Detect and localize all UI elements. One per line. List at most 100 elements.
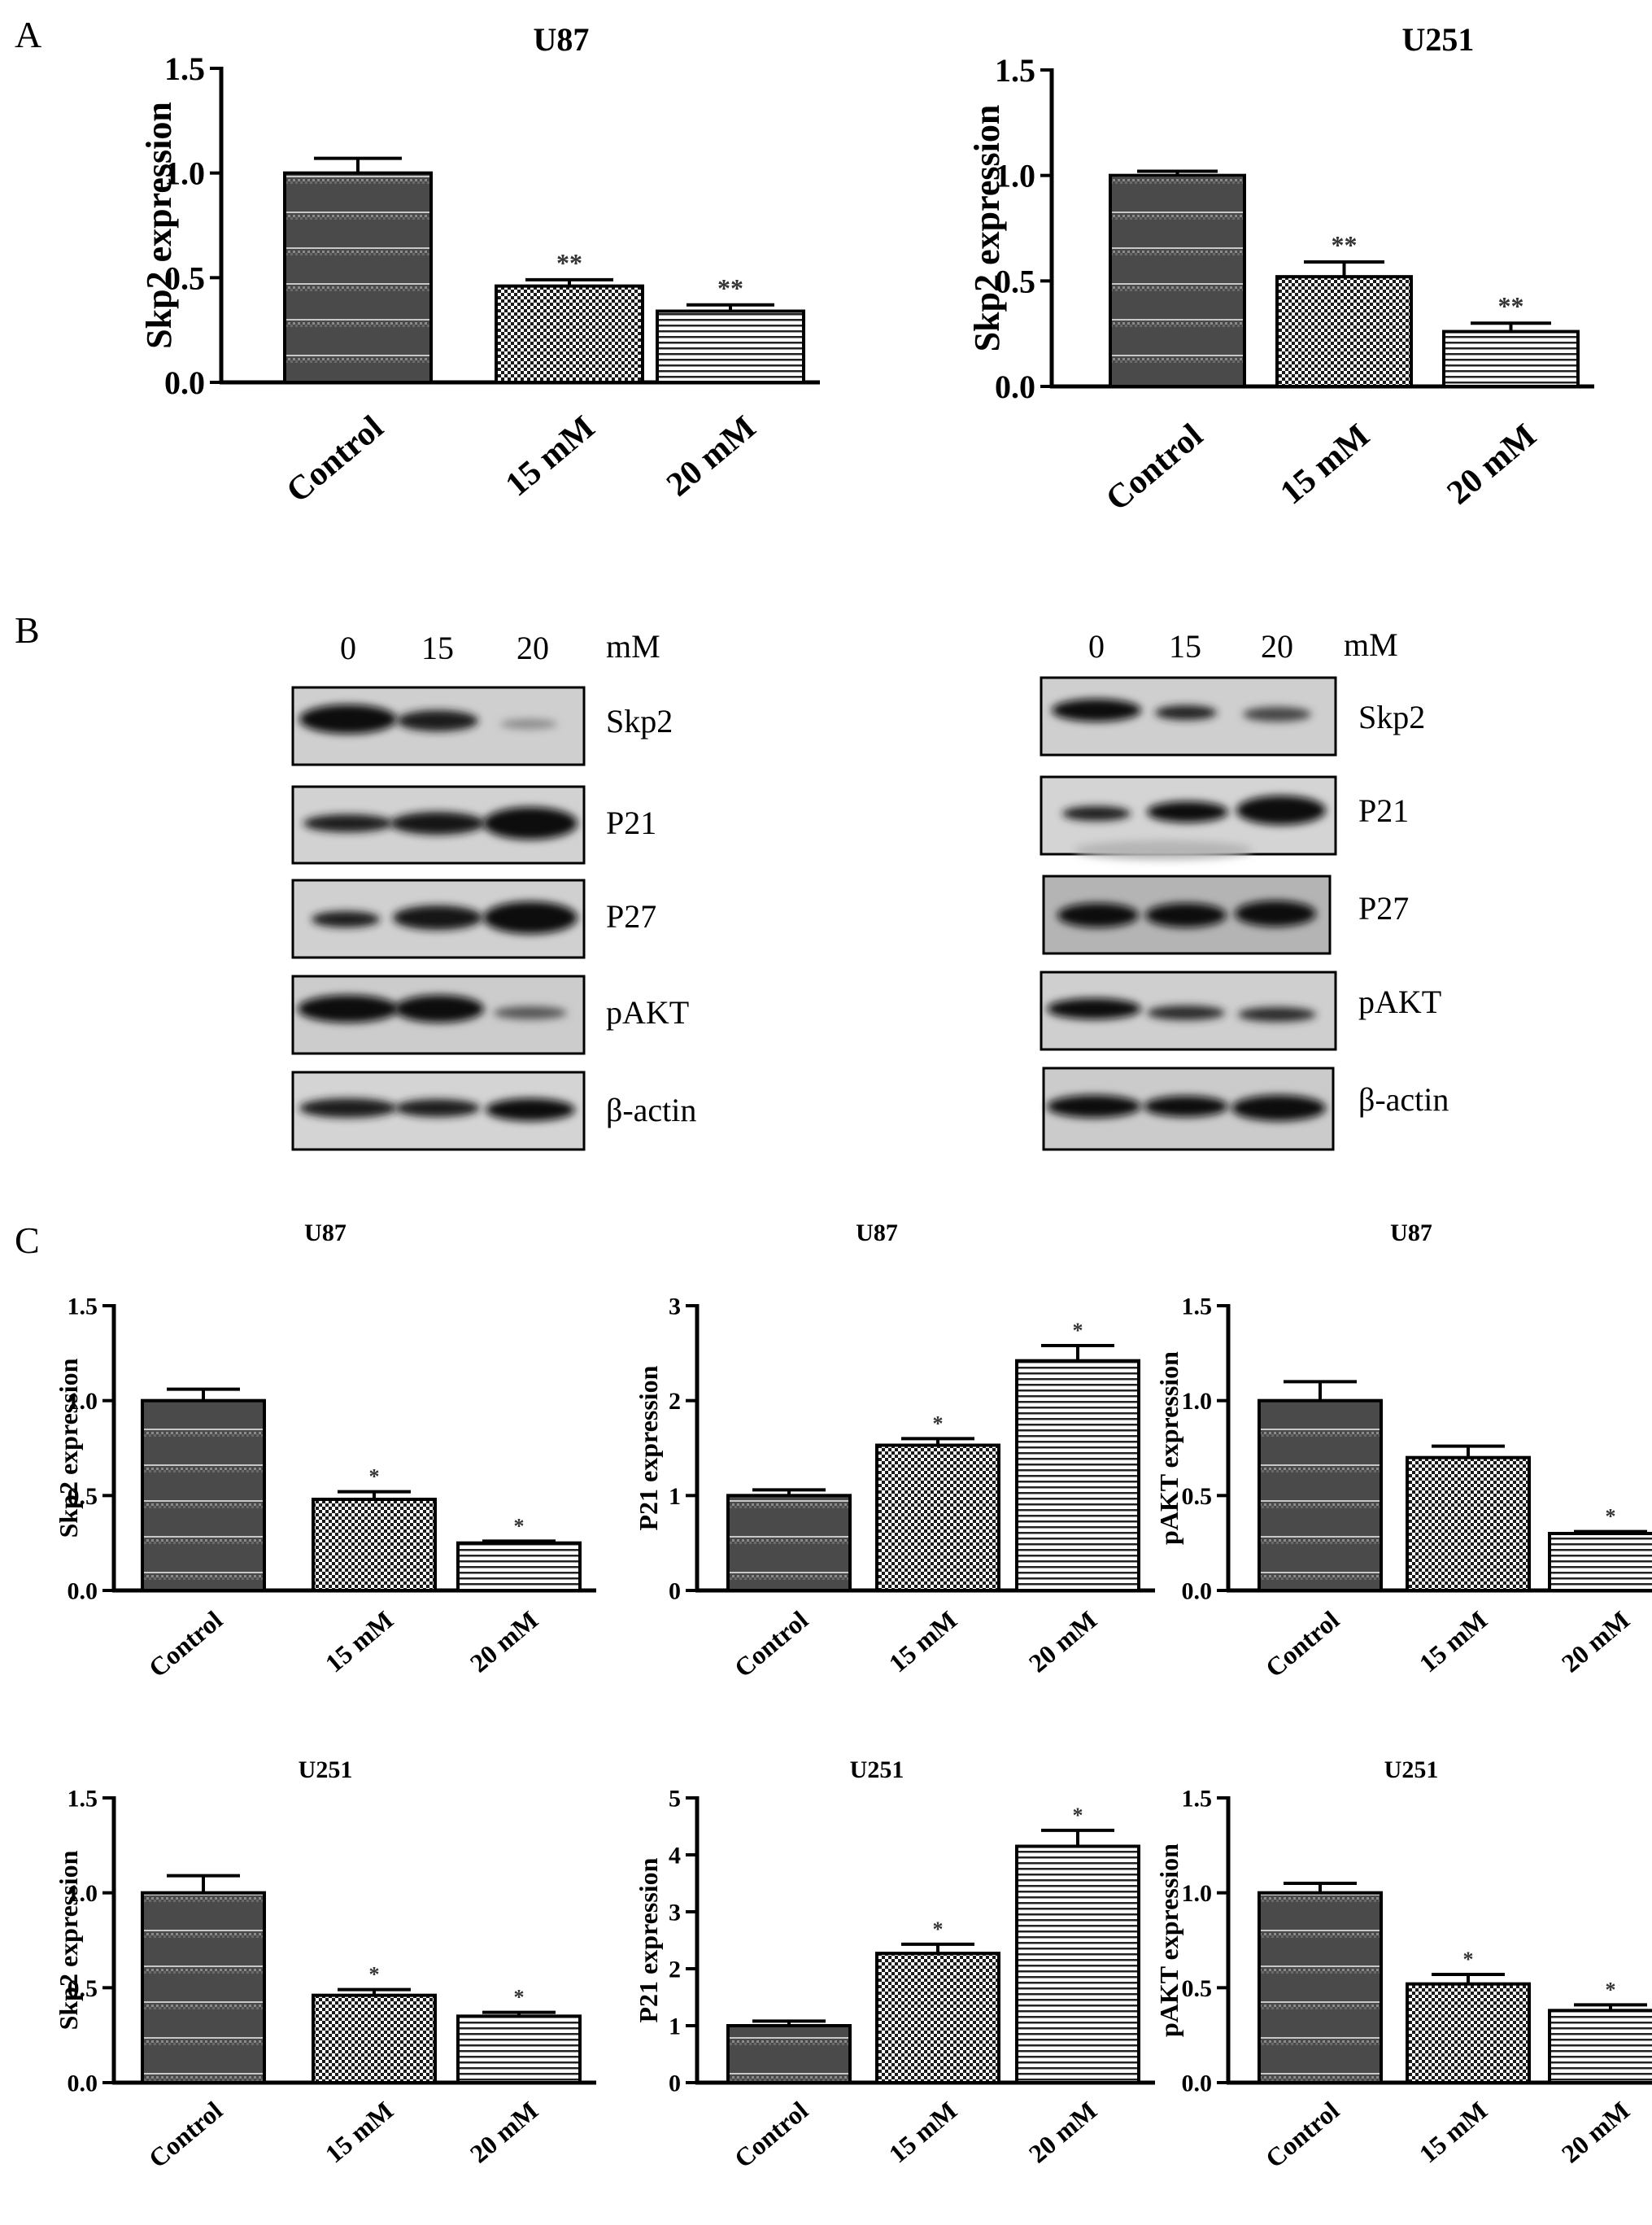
blot-right-p21 (1040, 775, 1337, 860)
chart-6: U251 Skp2 expression 0.0 0.5 1.0 1.5 Control * 1… (54, 1756, 596, 2174)
significance-marker: * (1073, 1319, 1083, 1342)
y-axis-label: pAKT expression (1154, 1351, 1183, 1545)
blot-left-lane-label-20: 20 (517, 630, 549, 666)
panel-label-b: B (15, 609, 40, 651)
blot-right-label-p21: P21 (1358, 792, 1409, 829)
blot-right-label-pakt: pAKT (1358, 984, 1441, 1020)
x-tick-label: Control (729, 2096, 813, 2174)
y-tick-label: 1.0 (164, 155, 205, 192)
significance-marker: * (369, 1963, 380, 1987)
x-tick-label: 20 mM (660, 408, 763, 504)
x-tick-label: Control (1260, 2096, 1345, 2174)
chart-title: U251 (1384, 1756, 1439, 1783)
y-tick-label: 1.5 (1182, 1786, 1213, 1813)
y-tick-label: 1.0 (1182, 1880, 1213, 1907)
chart-2: U251 Skp2 expression 0.0 0.5 1.0 1.5 Control **… (967, 21, 1594, 518)
chart-4: U87 P21 expression 0 1 2 3 Control * 15 mM * 20 mM (634, 1219, 1155, 1683)
x-tick-label: 15 mM (883, 1605, 962, 1678)
bar-control (1109, 173, 1246, 389)
y-tick-label: 2 (669, 1957, 681, 1983)
blot-right-label-p27: P27 (1358, 890, 1409, 927)
significance-marker: * (1073, 1804, 1083, 1827)
y-axis-label: P21 expression (634, 1857, 663, 2022)
x-tick-label: Control (1260, 1605, 1345, 1683)
y-tick-label: 0.0 (995, 369, 1035, 405)
blot-right-lane-label-20: 20 (1261, 628, 1293, 665)
bar-15-mm (1275, 275, 1413, 388)
blot-right-label-skp2: Skp2 (1358, 699, 1425, 735)
chart-5: U87 pAKT expression 0.0 0.5 1.0 1.5 Control 15 … (1154, 1219, 1652, 1683)
bar-control (1258, 1891, 1383, 2085)
y-tick-label: 0.5 (68, 1975, 98, 2002)
bar-control (141, 1398, 266, 1592)
blot-right-lane-label-15: 15 (1169, 628, 1201, 665)
y-tick-label: 1.0 (995, 158, 1035, 194)
significance-marker: ** (717, 273, 743, 303)
y-axis-label: Skp2 expression (54, 1850, 83, 2030)
x-tick-label: 20 mM (1023, 1605, 1102, 1678)
y-tick-label: 1.5 (995, 52, 1035, 89)
y-tick-label: 0.5 (1182, 1975, 1213, 2002)
significance-marker: * (933, 1917, 944, 1941)
x-tick-label: 20 mM (1556, 1605, 1635, 1678)
x-tick-label: 15 mM (1414, 1605, 1493, 1678)
blot-right-pakt (1040, 971, 1337, 1051)
y-tick-label: 3 (669, 1294, 681, 1320)
bar-20-mm (1015, 1844, 1140, 2084)
bar-20-mm (1548, 2009, 1652, 2084)
blot-left-beta-actin (291, 1071, 586, 1151)
blot-left-skp2 (291, 686, 586, 766)
blot-left-p21 (291, 785, 586, 865)
x-tick-label: Control (1099, 417, 1210, 518)
blot-left-lane-label-15: 15 (421, 630, 454, 666)
x-tick-label: 15 mM (1274, 417, 1377, 512)
significance-marker: * (514, 1514, 525, 1538)
x-tick-label: 15 mM (320, 2096, 399, 2169)
blot-right-lane-label-0: 0 (1088, 628, 1105, 665)
chart-title: U87 (856, 1219, 898, 1246)
bar-control (1258, 1398, 1383, 1592)
western-blots: 0 15 20 mM 0 15 20 mM Skp2 P21 P (291, 626, 1449, 1151)
chart-title: U87 (534, 21, 590, 58)
y-tick-label: 1.5 (1182, 1294, 1213, 1320)
x-tick-label: Control (143, 1605, 228, 1683)
bar-15-mm (312, 1498, 437, 1592)
y-tick-label: 0.0 (164, 364, 205, 401)
blot-left-p27 (291, 879, 586, 959)
x-tick-label: Control (729, 1605, 813, 1683)
x-tick-label: Control (143, 2096, 228, 2174)
x-tick-label: 15 mM (1414, 2096, 1493, 2169)
blot-right-label-beta-actin: β-actin (1358, 1081, 1449, 1118)
y-tick-label: 2 (669, 1388, 681, 1415)
x-tick-label: 20 mM (464, 2096, 543, 2169)
bar-control (283, 171, 433, 385)
significance-marker: ** (556, 248, 582, 277)
panel-label-c: C (15, 1219, 40, 1261)
chart-title: U251 (850, 1756, 904, 1783)
bar-control (141, 1891, 266, 2085)
y-tick-label: 0 (669, 1578, 681, 1605)
blot-right-skp2 (1040, 676, 1337, 757)
chart-title: U251 (1402, 21, 1475, 58)
bar-control (726, 1494, 852, 1593)
x-tick-label: 20 mM (1556, 2096, 1635, 2169)
blot-left-label-p27: P27 (606, 898, 656, 935)
significance-marker: * (1606, 1978, 1616, 2001)
bar-20-mm (1442, 329, 1580, 388)
bar-20-mm (1015, 1359, 1140, 1592)
y-tick-label: 1 (669, 2013, 681, 2040)
bar-15-mm (875, 1443, 1000, 1592)
chart-8: U251 pAKT expression 0.0 0.5 1.0 1.5 Control * 1… (1154, 1756, 1652, 2174)
y-axis-label: Skp2 expression (54, 1358, 83, 1538)
blot-right-beta-actin (1042, 1067, 1335, 1151)
bar-20-mm (456, 1541, 582, 1592)
significance-marker: * (1463, 1948, 1474, 1971)
significance-marker: * (514, 1986, 525, 2009)
blot-left-unit-label: mM (606, 628, 660, 665)
y-tick-label: 0.0 (1182, 1578, 1213, 1605)
blot-left-lane-label-0: 0 (340, 630, 356, 666)
y-tick-label: 1.0 (68, 1880, 98, 1907)
y-tick-label: 5 (669, 1786, 681, 1813)
y-tick-label: 0.5 (68, 1483, 98, 1510)
